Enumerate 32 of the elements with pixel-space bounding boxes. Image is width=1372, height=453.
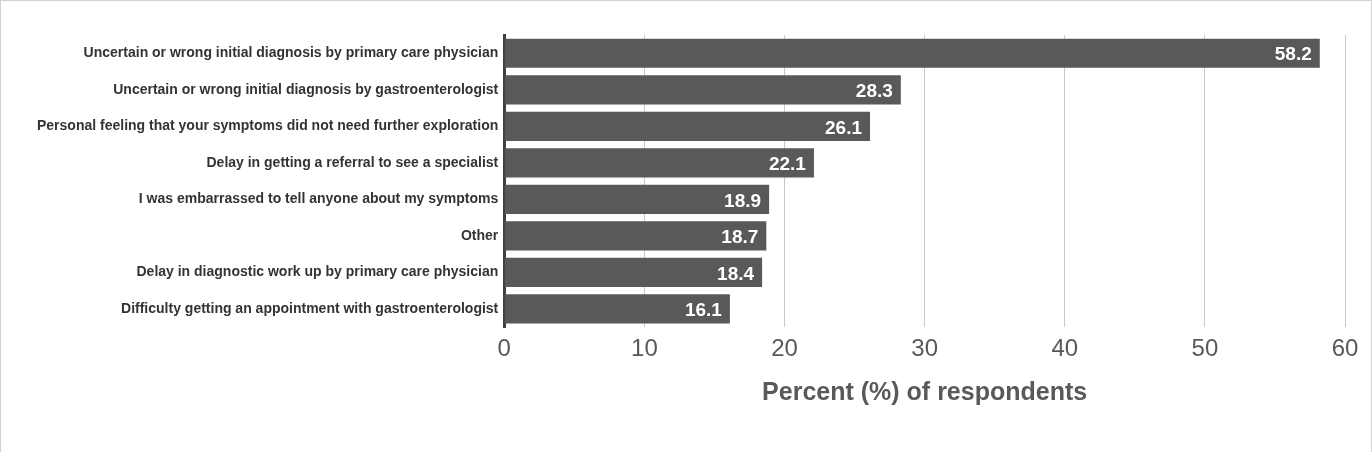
data-label: 18.9: [724, 189, 762, 211]
x-tick-label: 0: [497, 334, 511, 362]
y-tick-label: Other: [460, 226, 499, 243]
bar: [504, 148, 814, 178]
x-axis-title: Percent (%) of respondents: [762, 376, 1088, 405]
x-tick-label: 50: [1191, 334, 1219, 362]
y-tick-label: Uncertain or wrong initial diagnosis by gastroenterologist: [113, 80, 499, 97]
bar: [504, 111, 870, 141]
x-tick-label: 10: [631, 334, 658, 362]
data-label: 58.2: [1274, 43, 1312, 65]
x-tick-label: 30: [911, 334, 938, 362]
data-label: 18.7: [721, 226, 759, 248]
data-label: 26.1: [825, 116, 863, 138]
x-tick-label: 40: [1051, 334, 1079, 362]
bar: [504, 294, 730, 324]
x-tick-label: 20: [771, 334, 798, 362]
data-label: 18.4: [717, 262, 755, 284]
data-label: 28.3: [855, 80, 893, 102]
data-label: 22.1: [768, 153, 807, 175]
bar: [504, 38, 1320, 68]
data-label: 16.1: [684, 299, 723, 321]
bar: [504, 257, 763, 288]
bar: [504, 221, 767, 251]
x-tick-label: 60: [1331, 334, 1359, 362]
y-tick-label: Difficulty getting an appointment with gastroenterologist: [121, 299, 499, 316]
y-tick-label: Delay in diagnostic work up by primary care physician: [136, 263, 499, 280]
y-tick-label: Personal feeling that your symptoms did not need further exploration: [36, 117, 499, 134]
bar: [504, 184, 770, 214]
y-tick-label: Uncertain or wrong initial diagnosis by primary care physician: [83, 44, 499, 61]
y-tick-label: Delay in getting a referral to see a specialist: [206, 153, 499, 170]
bar: [504, 75, 901, 105]
y-tick-label: I was embarrassed to tell anyone about my symptoms: [138, 190, 499, 207]
